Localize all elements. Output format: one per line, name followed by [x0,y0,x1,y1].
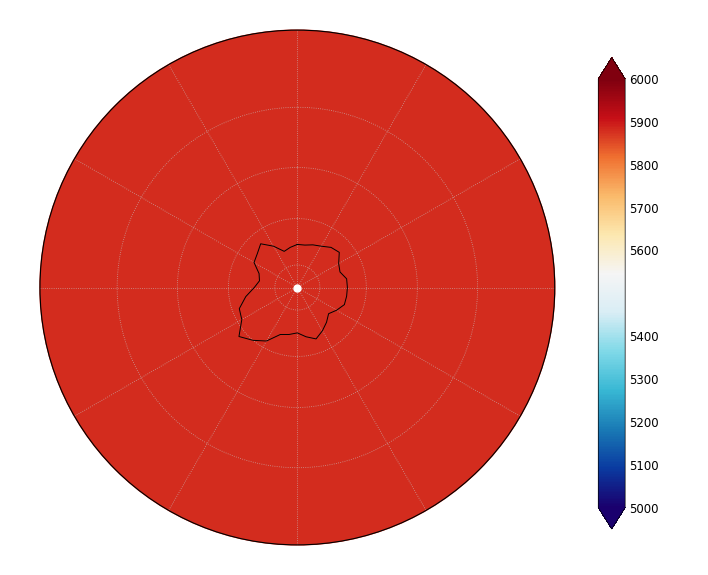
PathPatch shape [598,58,625,79]
Circle shape [40,30,555,545]
PathPatch shape [598,508,625,529]
